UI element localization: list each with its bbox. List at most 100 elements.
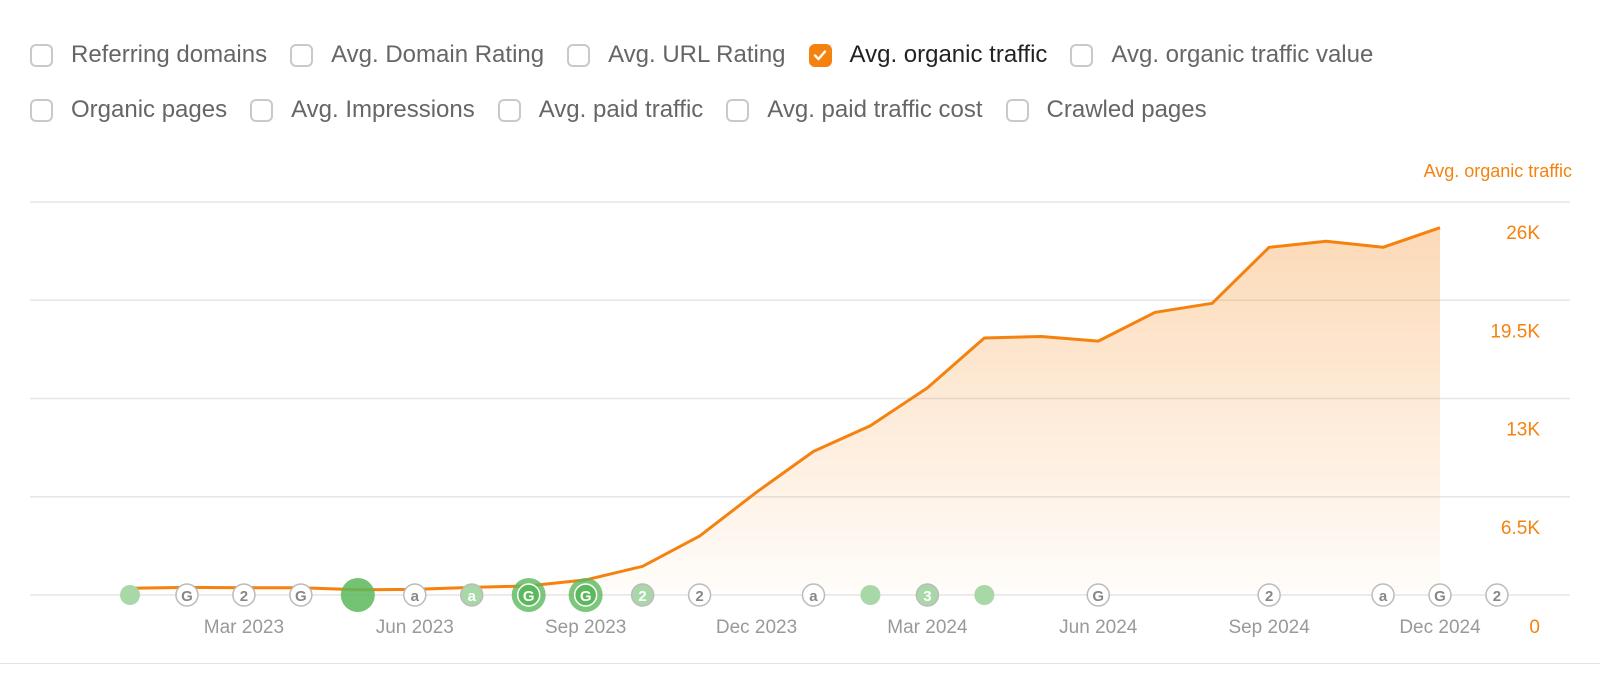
event-badge xyxy=(1257,583,1281,607)
checkbox-empty-icon[interactable] xyxy=(1005,98,1029,122)
event-marker[interactable] xyxy=(120,585,140,605)
checkbox-empty-icon[interactable] xyxy=(1070,43,1094,67)
event-dot xyxy=(860,585,881,605)
event-badge-text: a xyxy=(809,588,818,605)
traffic-area-fill xyxy=(130,227,1440,595)
event-badge-text: G xyxy=(181,588,193,605)
checkbox-crawled-pages[interactable]: Crawled pages xyxy=(1005,96,1207,124)
event-badge xyxy=(1086,583,1111,607)
checkbox-avg-paid-traffic-cost[interactable]: Avg. paid traffic cost xyxy=(726,96,983,124)
metric-row-1: Referring domains Avg. Domain Rating Avg. … xyxy=(30,30,1570,80)
event-badge xyxy=(232,583,256,607)
event-badge-text: 2 xyxy=(638,588,646,605)
event-badge xyxy=(573,583,598,607)
checkbox-avg-organic-traffic-value[interactable]: Avg. organic traffic value xyxy=(1070,41,1373,69)
checkbox-empty-icon[interactable] xyxy=(250,98,274,122)
checkbox-empty-icon[interactable] xyxy=(290,43,314,67)
event-badge xyxy=(915,583,940,607)
event-badge-text: G xyxy=(295,588,307,605)
event-badge-text: a xyxy=(1379,588,1388,605)
x-tick-label: Mar 2024 xyxy=(887,617,968,638)
event-marker[interactable]: a xyxy=(801,583,826,607)
event-marker[interactable]: G xyxy=(1086,583,1111,607)
event-marker[interactable] xyxy=(340,578,375,612)
event-badge-text: G xyxy=(523,588,535,605)
metric-label: Referring domains xyxy=(71,41,268,68)
checkbox-empty-icon[interactable] xyxy=(30,98,53,122)
event-marker[interactable]: G xyxy=(568,578,603,612)
y-tick-label: 13K xyxy=(1506,420,1540,441)
event-badge xyxy=(1485,583,1509,607)
event-marker[interactable] xyxy=(860,585,881,605)
event-marker[interactable]: a xyxy=(1371,583,1395,607)
event-marker[interactable]: 2 xyxy=(1257,583,1281,607)
event-marker[interactable]: 2 xyxy=(630,583,655,607)
event-badge xyxy=(1371,583,1395,607)
event-dot-large xyxy=(340,578,375,612)
event-marker[interactable]: 2 xyxy=(687,583,712,607)
event-badge-text: G xyxy=(580,588,592,605)
event-badge xyxy=(801,583,826,607)
x-tick-label: Dec 2023 xyxy=(716,617,797,638)
metric-label: Avg. organic traffic xyxy=(849,41,1048,68)
checkbox-empty-icon[interactable] xyxy=(30,43,53,67)
checkbox-avg-domain-rating[interactable]: Avg. Domain Rating xyxy=(290,41,544,69)
event-badge-text: G xyxy=(1434,588,1446,605)
event-badge xyxy=(403,583,427,607)
event-badge-text: 2 xyxy=(240,588,248,605)
event-badge-text: 3 xyxy=(923,588,931,605)
event-badge xyxy=(175,583,199,607)
x-tick-label: Jun 2023 xyxy=(376,617,454,638)
series-axis-label: Avg. organic traffic xyxy=(1424,161,1572,181)
checkbox-avg-paid-traffic[interactable]: Avg. paid traffic xyxy=(497,96,703,124)
metric-label: Avg. Impressions xyxy=(291,96,475,123)
event-marker[interactable]: G xyxy=(175,583,199,607)
checkbox-empty-icon[interactable] xyxy=(567,43,591,67)
event-marker[interactable]: G xyxy=(511,578,546,612)
event-dot xyxy=(120,585,140,605)
event-marker[interactable]: 3 xyxy=(915,583,940,607)
checkbox-checked-icon[interactable] xyxy=(808,43,832,67)
event-marker[interactable]: G xyxy=(289,583,313,607)
checkbox-avg-url-rating[interactable]: Avg. URL Rating xyxy=(567,41,786,69)
event-marker[interactable] xyxy=(974,585,995,605)
checkbox-avg-impressions[interactable]: Avg. Impressions xyxy=(250,96,475,124)
metric-label: Avg. organic traffic value xyxy=(1111,41,1374,68)
x-tick-label: Sep 2023 xyxy=(545,617,626,638)
event-badge xyxy=(630,583,655,607)
event-marker[interactable]: 2 xyxy=(232,583,256,607)
x-tick-label: Mar 2023 xyxy=(204,617,284,638)
checkbox-avg-organic-traffic[interactable]: Avg. organic traffic xyxy=(808,41,1048,69)
event-badge-text: 2 xyxy=(695,588,703,605)
y-tick-label: 19.5K xyxy=(1490,321,1540,342)
metric-label: Organic pages xyxy=(71,96,228,123)
y-tick-label: 6.5K xyxy=(1501,518,1540,539)
y-tick-label: 0 xyxy=(1529,617,1540,638)
event-badge-text: G xyxy=(1092,588,1104,605)
y-axis-labels: 0 6.5K 13K 19.5K 26K xyxy=(1490,223,1540,638)
organic-traffic-chart: Avg. organic traffic 0 6.5K 13K 19.5K 26K G 2… xyxy=(30,161,1572,638)
x-tick-label: Dec 2024 xyxy=(1399,617,1481,638)
event-badge xyxy=(289,583,313,607)
x-axis-labels: Mar 2023 Jun 2023 Sep 2023 Dec 2023 Mar 2024… xyxy=(204,617,1481,638)
y-tick-label: 26K xyxy=(1506,223,1540,244)
x-tick-label: Jun 2024 xyxy=(1059,617,1138,638)
metric-label: Avg. paid traffic cost xyxy=(767,96,983,123)
event-marker[interactable]: a xyxy=(403,583,427,607)
event-marker[interactable]: a xyxy=(459,583,484,607)
checkbox-empty-icon[interactable] xyxy=(497,98,521,122)
event-badge-text: a xyxy=(468,588,477,605)
checkbox-organic-pages[interactable]: Organic pages xyxy=(30,96,227,124)
event-badge xyxy=(1428,583,1452,607)
checkbox-referring-domains[interactable]: Referring domains xyxy=(30,41,267,69)
bottom-divider xyxy=(0,663,1600,664)
checkbox-empty-icon[interactable] xyxy=(726,98,750,122)
metric-label: Avg. URL Rating xyxy=(608,41,786,68)
event-marker[interactable]: 2 xyxy=(1485,583,1509,607)
event-badge-text: 2 xyxy=(1493,588,1501,605)
metric-label: Avg. Domain Rating xyxy=(331,41,545,68)
event-marker[interactable]: G xyxy=(1428,583,1452,607)
event-dot xyxy=(974,585,995,605)
event-badge xyxy=(687,583,712,607)
